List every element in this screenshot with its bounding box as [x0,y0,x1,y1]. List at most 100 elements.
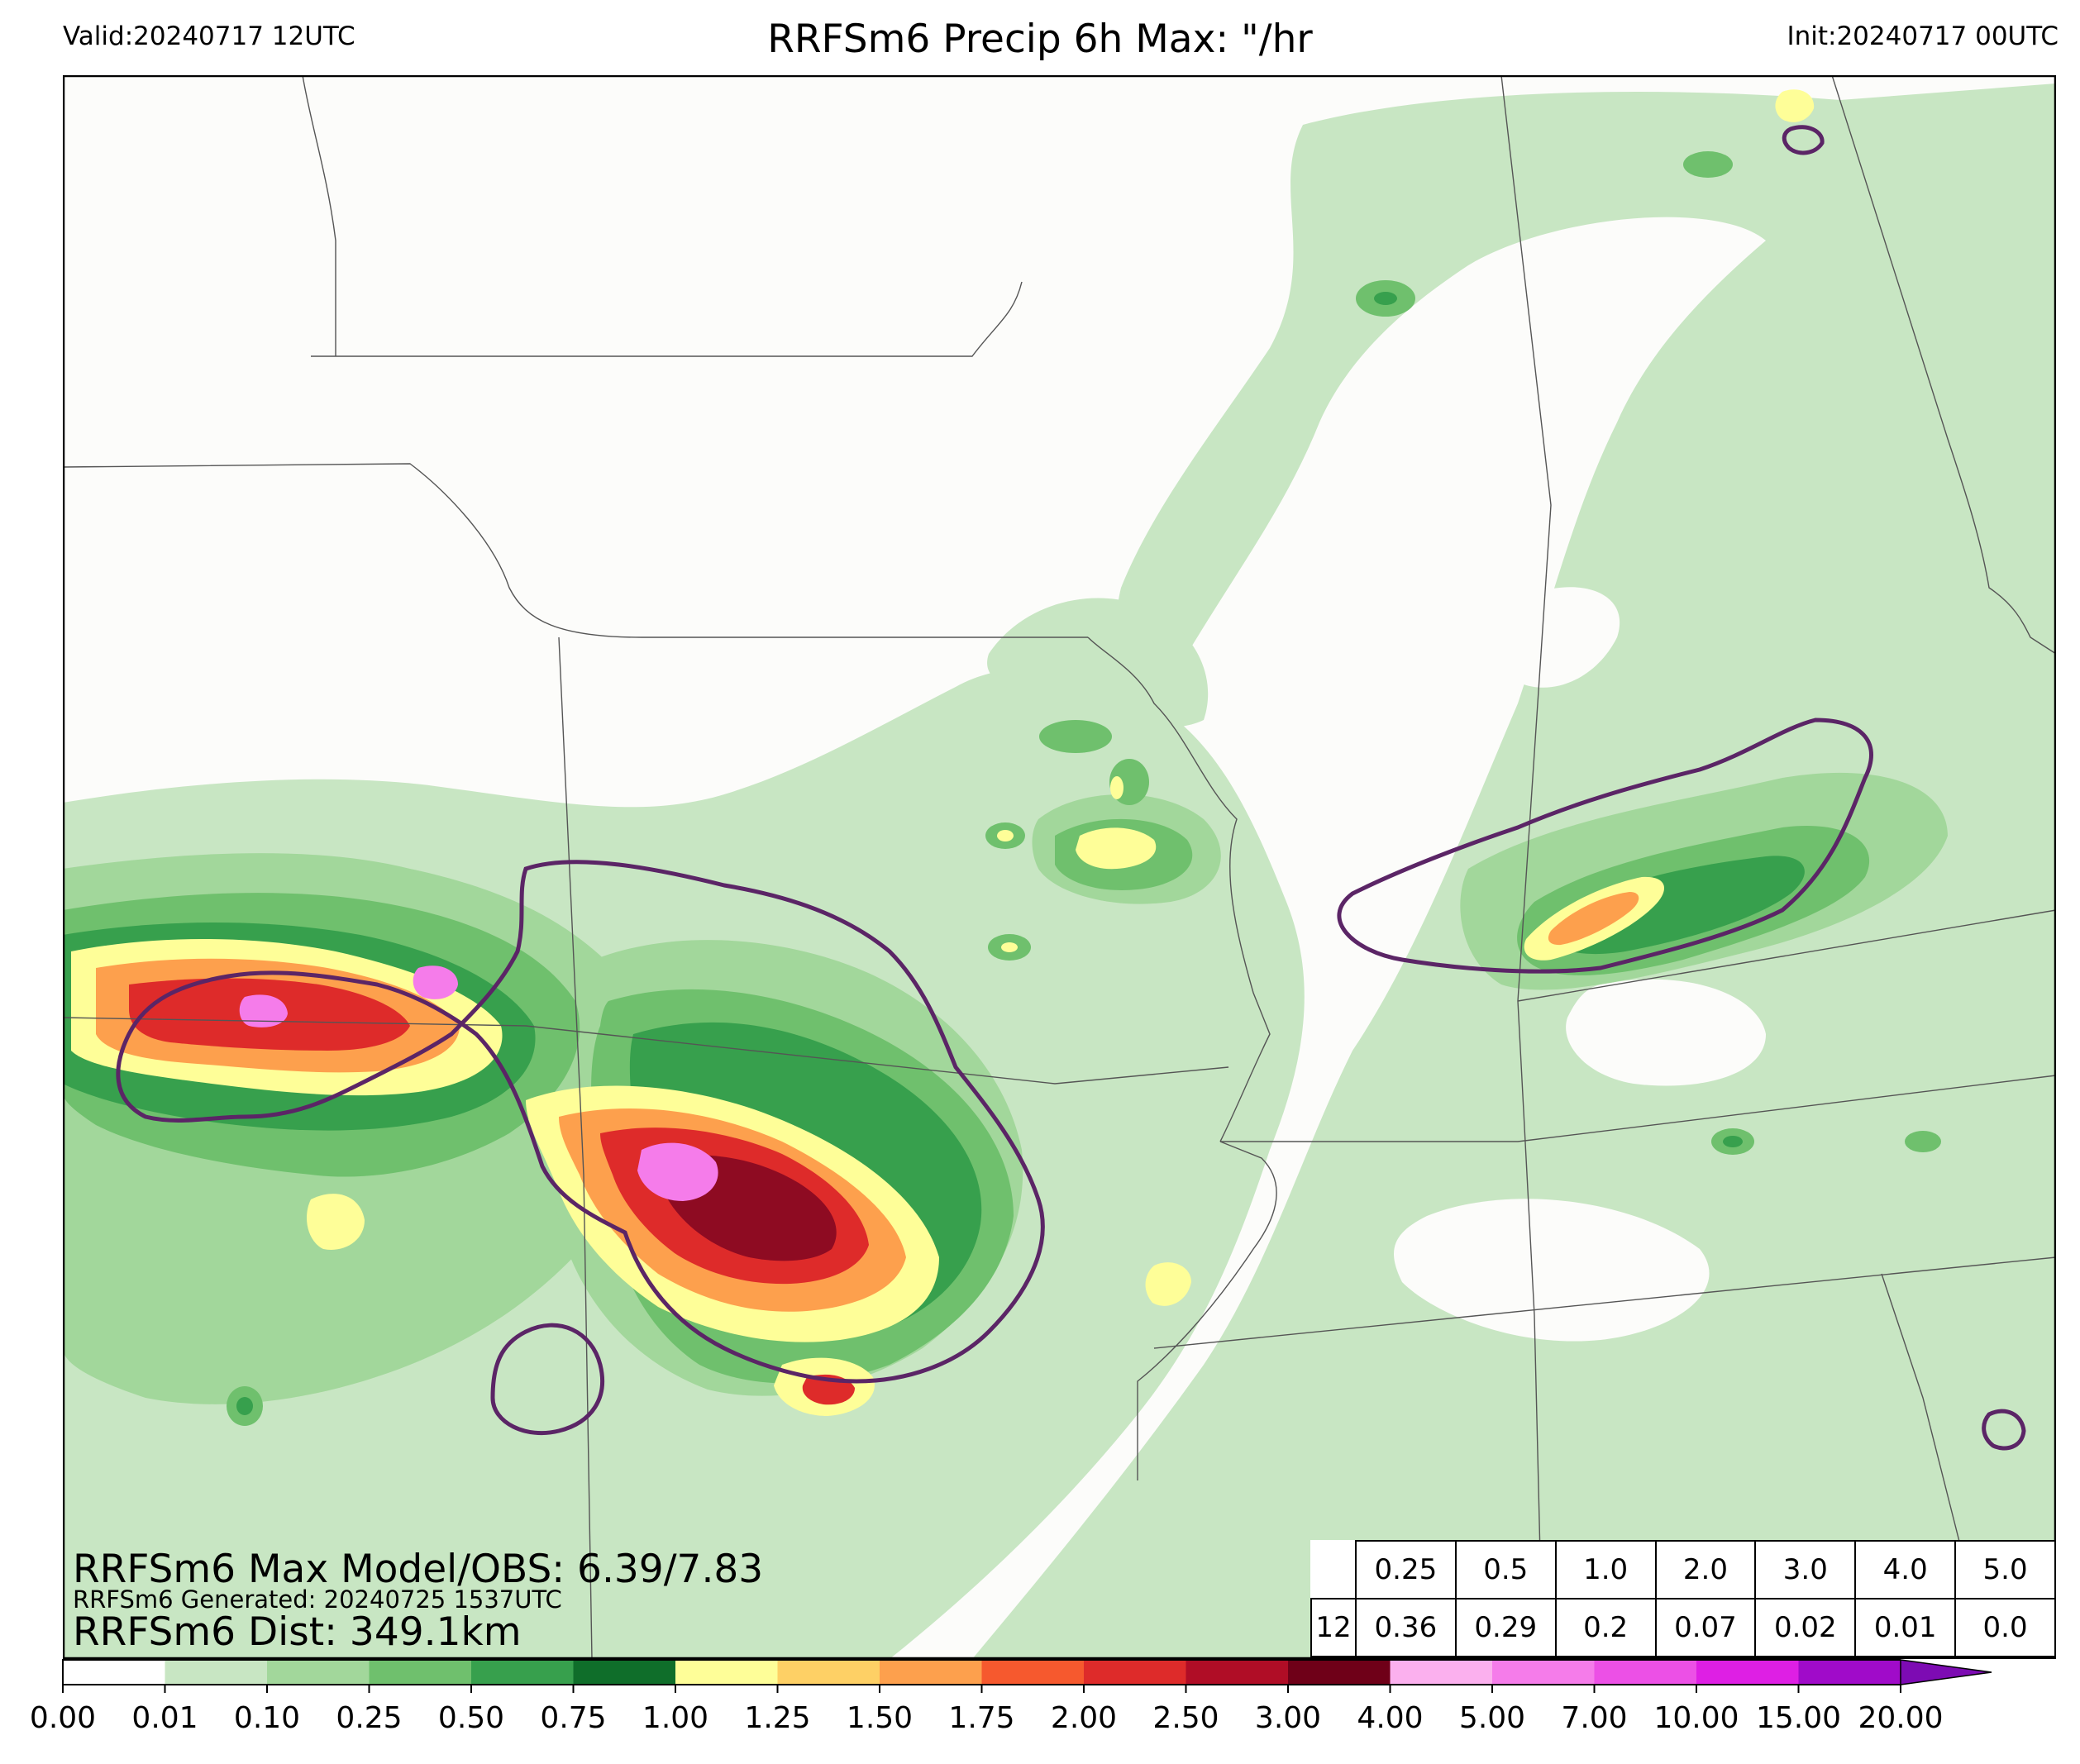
colorbar-tick-label: 0.75 [540,1701,606,1735]
core-west-pink-2 [413,965,458,999]
colorbar-swatch [1696,1660,1799,1685]
colorbar-swatch [981,1660,1085,1685]
colorbar-swatch [267,1660,370,1685]
colorbar-swatches [62,1659,1992,1685]
obs-contour-east [1982,1409,2026,1451]
colorbar-tick-label: 20.00 [1858,1701,1943,1735]
core-ne-orange [1548,892,1639,946]
state-border-1 [311,281,1023,357]
colorbar-tick-label: 2.00 [1051,1701,1117,1735]
colorbar-swatch [1186,1660,1289,1685]
threshold-score-table: 0.25 0.5 1.0 2.0 3.0 4.0 5.0 12 0.36 0.2… [1310,1540,2056,1657]
colorbar-tick-label: 1.50 [847,1701,913,1735]
map-title: RRFSm6 Precip 6h Max: "/hr [767,17,1313,62]
cell-north-2 [1374,292,1397,305]
dry-gap-4 [1566,979,1766,1086]
colorbar-extend-arrow [1900,1659,1992,1685]
colorbar-tick-label: 10.00 [1653,1701,1739,1735]
state-borders [63,75,2056,1659]
colorbar-tick-label: 1.25 [744,1701,810,1735]
colorbar-tick-label: 0.50 [438,1701,504,1735]
generated-label: RRFSm6 Generated: 20240725 1537UTC [73,1585,562,1614]
core-central-pink [637,1142,718,1201]
colorbar-swatch [1492,1660,1595,1685]
threshold-cell: 3.0 [1754,1540,1857,1600]
state-border-4 [558,636,593,1659]
colorbar-swatch [777,1660,880,1685]
colorbar-tick-label: 0.25 [336,1701,402,1735]
precip-fill-layer [63,83,2056,1659]
threshold-cell: 5.0 [1954,1540,2056,1600]
state-border-5 [63,1017,1229,1085]
score-cell: 0.0 [1954,1598,2056,1657]
core-west-pink-1 [239,994,288,1027]
score-cell: 0.01 [1854,1598,1957,1657]
threshold-cell: 2.0 [1654,1540,1757,1600]
colorbar-tick-label: 2.50 [1152,1701,1219,1735]
score-cell: 0.29 [1454,1598,1557,1657]
precip-colorbar: 0.00 0.01 0.10 0.25 0.50 0.75 1.00 1.25 1.50 1.75… [30,1659,1992,1735]
cell-nc-2 [997,830,1014,841]
colorbar-tick-label: 0.00 [30,1701,96,1735]
threshold-row: 0.25 0.5 1.0 2.0 3.0 4.0 5.0 [1311,1540,2056,1600]
threshold-cell: 1.0 [1554,1540,1657,1600]
colorbar-swatch [1594,1660,1697,1685]
dry-gap-1 [1394,1199,1710,1342]
max-model-obs-label: RRFSm6 Max Model/OBS: 6.39/7.83 [73,1547,764,1592]
colorbar-tick-label: 1.75 [948,1701,1014,1735]
cell-east-2 [1723,1136,1743,1147]
score-cell: 0.2 [1554,1598,1657,1657]
state-border-6 [1137,1141,1277,1480]
colorbar-swatch [1390,1660,1493,1685]
obs-contour-south [490,1323,605,1436]
state-border-7 [1220,1075,2056,1142]
score-cell: 0.07 [1654,1598,1757,1657]
colorbar-swatch [1084,1660,1186,1685]
state-border-3 [1087,636,1271,1142]
rain-area-central-north [987,598,1209,729]
dry-gap-2 [1490,587,1620,688]
core-southwest-yellow [307,1194,365,1250]
state-border-2 [63,463,1088,638]
colorbar-tick-label: 7.00 [1561,1701,1627,1735]
table-corner [1311,1541,1357,1600]
score-row: 12 0.36 0.29 0.2 0.07 0.02 0.01 0.0 [1310,1598,2056,1657]
obs-contour-central [116,860,1045,1384]
cell-nc-4 [1001,942,1018,952]
colorbar-tick-label: 0.01 [131,1701,198,1735]
threshold-cell: 4.0 [1854,1540,1957,1600]
obs-contour-ne [1337,718,1873,974]
cell-sw-2 [236,1397,253,1415]
colorbar-tick-label: 5.00 [1459,1701,1525,1735]
cell-nc-7 [1110,776,1123,799]
cell-north-3 [1683,151,1733,178]
init-time-label: Init:20240717 00UTC [1787,21,2059,51]
score-cell: 0.36 [1354,1598,1457,1657]
cell-east-3 [1905,1131,1941,1152]
colorbar-swatch [675,1660,778,1685]
distance-label: RRFSm6 Dist: 349.1km [73,1609,522,1655]
colorbar-swatch [63,1660,165,1685]
colorbar-swatch [369,1660,472,1685]
colorbar-ticks: 0.00 0.01 0.10 0.25 0.50 0.75 1.00 1.25 1.50 1.75… [30,1685,1944,1735]
colorbar-swatch [1798,1660,1901,1685]
colorbar-tick-label: 15.00 [1756,1701,1841,1735]
colorbar-tick-label: 4.00 [1357,1701,1423,1735]
colorbar-swatch [471,1660,574,1685]
colorbar-tick-label: 0.10 [234,1701,300,1735]
state-border-11 [1831,75,2056,655]
obs-contour-north [1782,125,1825,155]
colorbar-swatch [573,1660,676,1685]
state-border-13 [302,75,336,356]
state-border-8 [1153,1256,2056,1349]
precip-map [63,75,2056,1659]
map-frame [63,75,2056,1659]
threshold-cell: 0.5 [1454,1540,1557,1600]
obs-contours [116,125,2026,1451]
cell-nc-5 [1039,720,1112,753]
state-border-9 [1500,75,1552,1002]
threshold-cell: 0.25 [1354,1540,1457,1600]
state-border-14 [1517,909,2056,1002]
score-row-label: 12 [1310,1598,1357,1657]
colorbar-swatch [1288,1660,1391,1685]
